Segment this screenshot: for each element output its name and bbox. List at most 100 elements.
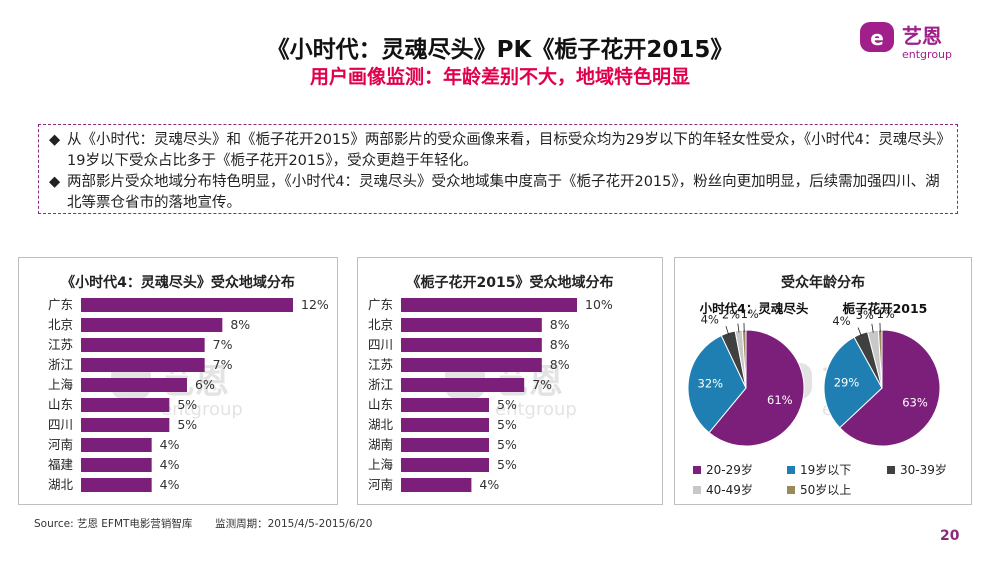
svg-text:e: e xyxy=(870,26,884,50)
pie-slice xyxy=(687,334,747,434)
bar xyxy=(401,378,525,392)
footer-source: Source: 艺恩 EFMT电影营销智库 监测周期：2015/4/5-2015… xyxy=(34,516,372,531)
category-label: 福建 xyxy=(48,457,74,472)
chart-title: 《小时代4：灵魂尽头》受众地域分布 xyxy=(61,275,295,291)
data-label: 8% xyxy=(550,317,570,332)
data-label: 4% xyxy=(160,457,180,472)
page-title: 《小时代：灵魂尽头》PK《栀子花开2015》 xyxy=(266,37,734,63)
legend-label: 30-39岁 xyxy=(900,462,947,477)
pie-data-label: 4% xyxy=(701,313,719,327)
data-label: 5% xyxy=(177,417,197,432)
summary-text: 两部影片受众地域分布特色明显，《小时代4：灵魂尽头》受众地域集中度高于《栀子花开… xyxy=(67,174,940,211)
category-label: 山东 xyxy=(48,397,73,412)
category-label: 上海 xyxy=(368,457,394,472)
data-label: 8% xyxy=(230,317,250,332)
category-label: 江苏 xyxy=(368,357,393,372)
region-chart-panel-1: 《小时代4：灵魂尽头》受众地域分布 艺恩 entgroup 广东 12% 北京 8% 江苏 7… xyxy=(18,257,338,505)
logo-mark-icon: e 艺恩 entgroup xyxy=(860,22,952,61)
pie-data-label: 29% xyxy=(834,375,860,389)
bullet-diamond-icon: ◆ xyxy=(49,132,61,148)
pie-name-label: 小时代4：灵魂尽头 xyxy=(699,301,809,316)
category-label: 江苏 xyxy=(48,337,73,352)
legend-swatch xyxy=(887,466,895,474)
bar xyxy=(81,318,223,332)
category-label: 浙江 xyxy=(48,357,73,372)
pie-slice xyxy=(839,329,941,447)
category-label: 北京 xyxy=(368,317,393,332)
data-label: 5% xyxy=(497,397,517,412)
category-label: 上海 xyxy=(48,377,74,392)
leader-line xyxy=(857,327,862,337)
summary-item: ◆ 从《小时代：灵魂尽头》和《栀子花开2015》两部影片的受众画像来看，目标受众… xyxy=(49,130,947,172)
chart-title: 《栀子花开2015》受众地域分布 xyxy=(406,275,614,291)
data-label: 6% xyxy=(195,377,215,392)
data-label: 8% xyxy=(550,357,570,372)
pie-data-label: 63% xyxy=(902,395,928,409)
bar xyxy=(401,338,542,352)
region-chart-panel-2: 《栀子花开2015》受众地域分布 艺恩 entgroup 广东 10% 北京 8% 四川 8%… xyxy=(357,257,663,505)
data-label: 5% xyxy=(497,457,517,472)
logo-en: entgroup xyxy=(902,48,952,61)
bar xyxy=(81,378,187,392)
bar xyxy=(401,418,489,432)
watermark-en: entgroup xyxy=(495,399,577,420)
pie-data-label: 2% xyxy=(722,308,740,322)
bar xyxy=(81,398,170,412)
legend-swatch xyxy=(693,466,701,474)
category-label: 北京 xyxy=(48,317,73,332)
bar xyxy=(81,418,170,432)
pie-data-label: 61% xyxy=(767,393,793,407)
data-label: 5% xyxy=(497,437,517,452)
category-label: 河南 xyxy=(48,437,73,452)
legend-swatch xyxy=(787,466,795,474)
bar xyxy=(401,298,577,312)
legend-swatch xyxy=(787,486,795,494)
chart-title: 受众年龄分布 xyxy=(781,275,865,291)
age-pie-charts: 艺恩entgroup小时代4：灵魂尽头61%32%4%2%1%栀子花开20156… xyxy=(687,301,947,497)
pie-data-label: 1% xyxy=(877,307,895,321)
legend-label: 50岁以上 xyxy=(800,482,851,497)
legend-label: 40-49岁 xyxy=(706,482,753,497)
page-subtitle: 用户画像监测：年龄差别不大，地域特色明显 xyxy=(309,66,690,88)
summary-text: 从《小时代：灵魂尽头》和《栀子花开2015》两部影片的受众画像来看，目标受众均为… xyxy=(67,132,944,169)
data-label: 12% xyxy=(301,297,329,312)
category-label: 广东 xyxy=(48,297,73,312)
data-label: 4% xyxy=(479,477,499,492)
bar xyxy=(81,298,293,312)
bar xyxy=(81,438,152,452)
category-label: 山东 xyxy=(368,397,393,412)
bar xyxy=(81,358,205,372)
data-label: 5% xyxy=(177,397,197,412)
data-label: 7% xyxy=(213,357,233,372)
data-label: 4% xyxy=(160,437,180,452)
category-label: 湖北 xyxy=(368,417,394,432)
data-label: 10% xyxy=(585,297,613,312)
pie-data-label: 32% xyxy=(698,376,724,390)
entgroup-logo: e 艺恩 entgroup xyxy=(858,16,978,66)
data-label: 8% xyxy=(550,337,570,352)
data-label: 7% xyxy=(213,337,233,352)
category-label: 浙江 xyxy=(368,377,393,392)
category-label: 湖南 xyxy=(368,437,393,452)
bullet-diamond-icon: ◆ xyxy=(49,174,61,190)
bar xyxy=(401,318,542,332)
pie-data-label: 4% xyxy=(832,314,850,328)
category-label: 河南 xyxy=(368,477,393,492)
bar xyxy=(401,478,472,492)
pie-name-label: 栀子花开2015 xyxy=(843,301,928,316)
bar xyxy=(401,438,489,452)
legend-swatch xyxy=(693,486,701,494)
summary-box: ◆ 从《小时代：灵魂尽头》和《栀子花开2015》两部影片的受众画像来看，目标受众… xyxy=(38,124,958,214)
data-label: 4% xyxy=(160,477,180,492)
pie-data-label: 1% xyxy=(741,307,759,321)
category-label: 湖北 xyxy=(48,477,74,492)
bar xyxy=(81,478,152,492)
legend-label: 19岁以下 xyxy=(800,462,851,477)
bar xyxy=(81,338,205,352)
watermark-en: entgroup xyxy=(161,399,243,420)
category-label: 四川 xyxy=(368,337,393,352)
bar xyxy=(401,358,542,372)
pie-slice xyxy=(708,329,805,447)
